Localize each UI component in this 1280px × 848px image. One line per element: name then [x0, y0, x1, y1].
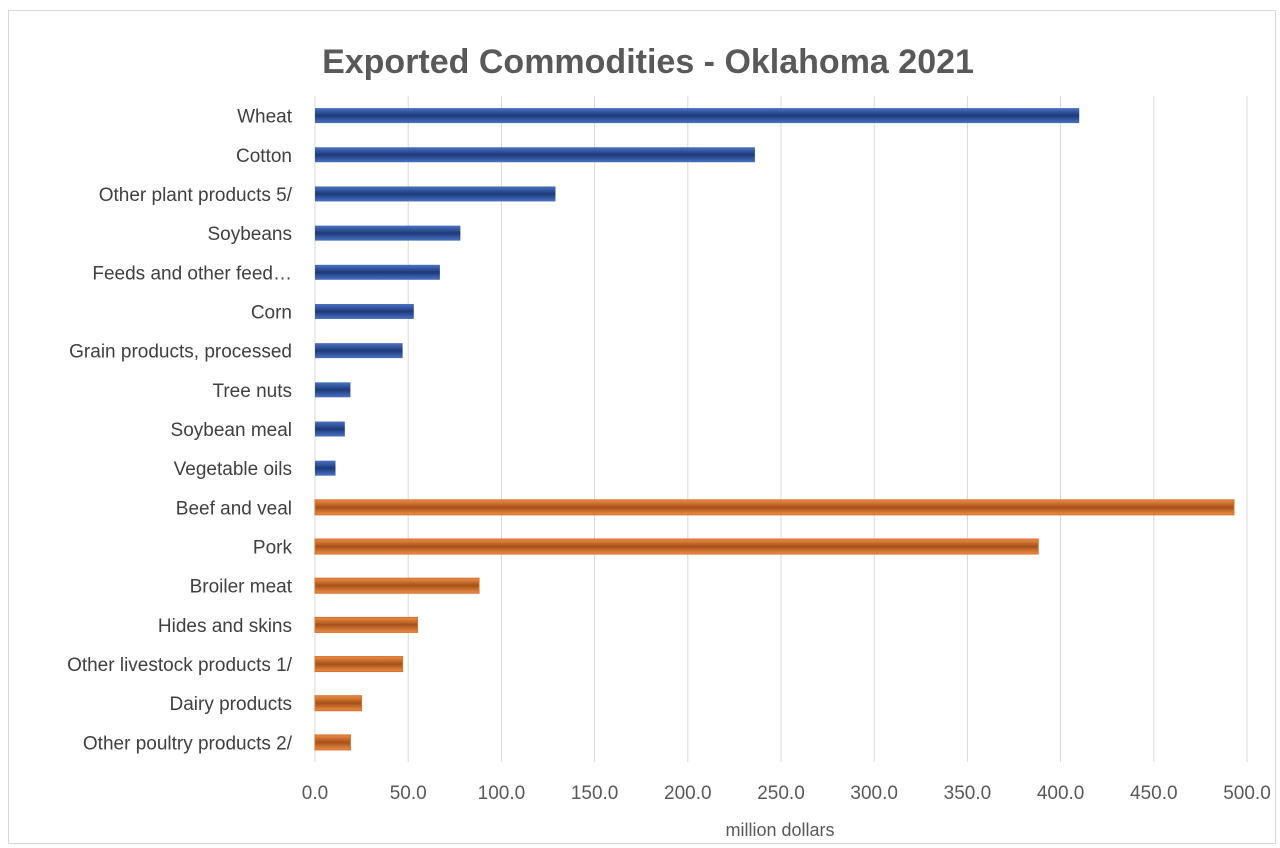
- x-tick-label: 50.0: [390, 783, 427, 804]
- bar: [315, 264, 440, 280]
- category-label: Other livestock products 1/: [67, 655, 293, 676]
- x-tick-label: 300.0: [850, 783, 898, 804]
- category-label: Other plant products 5/: [99, 185, 293, 206]
- category-label: Pork: [253, 538, 293, 559]
- category-label: Dairy products: [170, 694, 293, 715]
- category-labels: Wheat Cotton Other plant products 5/Soybea…: [67, 107, 293, 755]
- bar: [315, 343, 403, 359]
- bar: [314, 499, 1235, 516]
- chart-title: Exported Commodities - Oklahoma 2021: [322, 43, 974, 81]
- x-tick-labels: 0.0 50.0 100.0 150.0 200.0 250.0 300.0 350.0 400…: [302, 783, 1271, 804]
- category-label: Feeds and other feed…: [92, 263, 292, 284]
- category-label: Beef and veal: [176, 498, 292, 519]
- category-label: Hides and skins: [158, 616, 292, 637]
- bar: [315, 382, 351, 398]
- x-tick-label: 0.0: [302, 783, 328, 804]
- bars: [314, 108, 1235, 751]
- x-tick-label: 100.0: [478, 783, 526, 804]
- x-tick-label: 150.0: [571, 783, 619, 804]
- category-label: Grain products, processed: [69, 342, 292, 363]
- x-tick-label: 400.0: [1037, 783, 1085, 804]
- x-tick-label: 250.0: [757, 783, 805, 804]
- bar: [314, 734, 351, 751]
- x-tick-label: 200.0: [664, 783, 712, 804]
- category-label: Soybeans: [207, 224, 292, 245]
- category-label: Other poultry products 2/: [83, 733, 293, 754]
- category-label: Tree nuts: [212, 381, 292, 402]
- category-label: Cotton: [236, 146, 292, 167]
- bar: [315, 147, 755, 163]
- category-label: Soybean meal: [171, 420, 292, 441]
- bar: [315, 303, 414, 319]
- x-axis-title: million dollars: [725, 820, 834, 840]
- category-label: Broiler meat: [190, 577, 293, 598]
- bar: [315, 421, 345, 437]
- bar: [314, 577, 480, 594]
- category-label: Corn: [251, 302, 292, 323]
- x-tick-label: 450.0: [1130, 783, 1178, 804]
- bar: [315, 225, 461, 241]
- category-label: Vegetable oils: [174, 459, 292, 480]
- bar: [314, 538, 1039, 555]
- bar: [315, 460, 336, 476]
- bar: [314, 695, 363, 712]
- category-label: Wheat: [237, 107, 293, 128]
- bar: [315, 108, 1080, 124]
- bar: [314, 616, 419, 633]
- bar: [314, 656, 404, 673]
- x-tick-label: 500.0: [1223, 783, 1271, 804]
- gridlines: [314, 96, 1248, 762]
- x-tick-label: 350.0: [944, 783, 992, 804]
- bar: [315, 186, 556, 202]
